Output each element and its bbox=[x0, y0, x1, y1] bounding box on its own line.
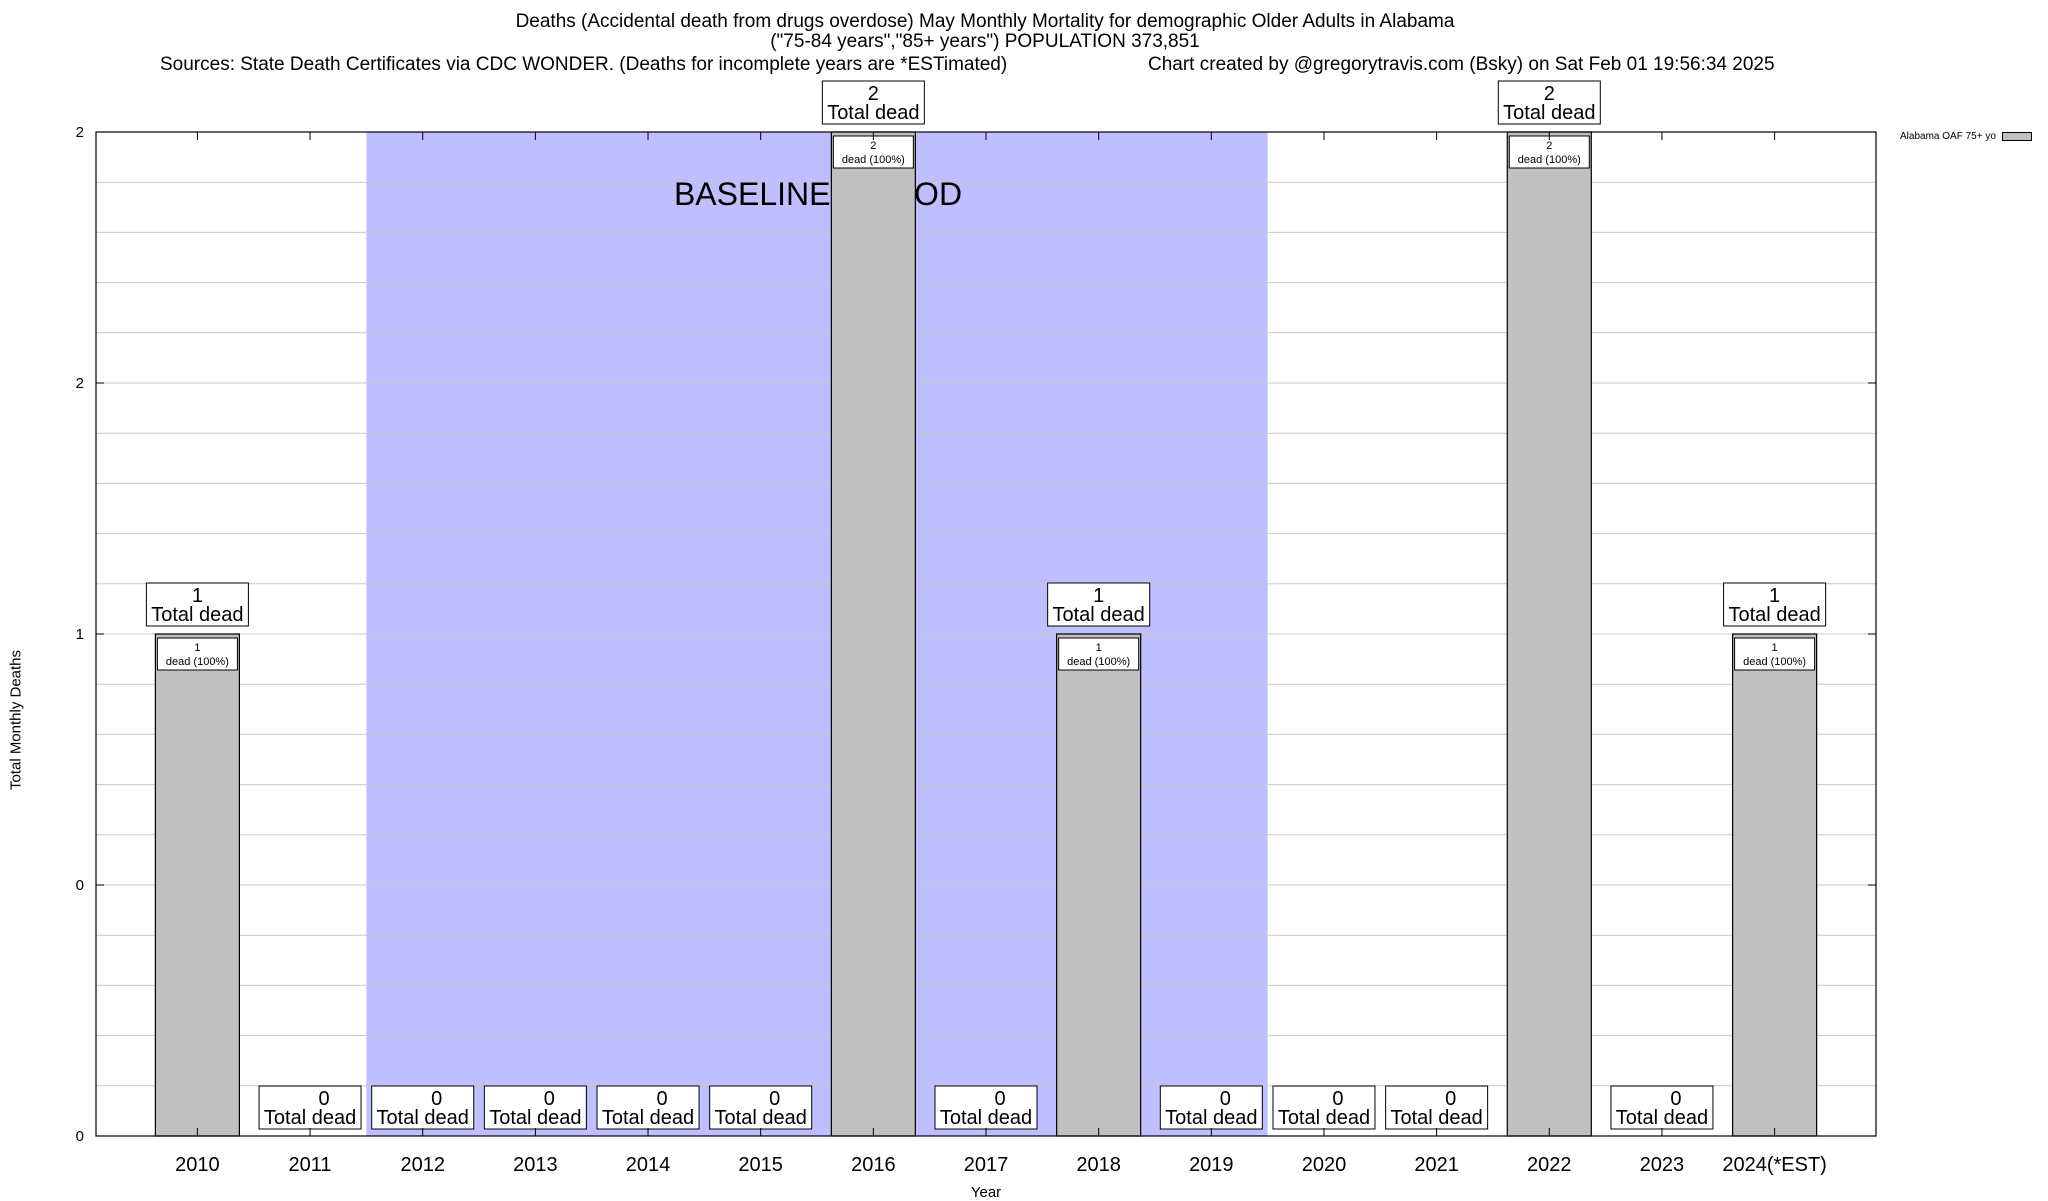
total-label-box bbox=[483, 1085, 587, 1130]
total-label-box bbox=[1610, 1085, 1714, 1130]
y-axis-label: Total Monthly Deaths bbox=[7, 649, 25, 791]
total-value: 0 bbox=[318, 1088, 329, 1110]
y-tick-label: 1 bbox=[76, 626, 84, 643]
total-label-box bbox=[1723, 582, 1827, 627]
y-tick-label: 2 bbox=[76, 124, 84, 141]
total-label-box bbox=[1497, 80, 1601, 125]
total-label: Total dead bbox=[264, 1107, 356, 1129]
total-label: Total dead bbox=[151, 604, 243, 626]
bar bbox=[1506, 131, 1592, 1137]
bar-inner-label-box bbox=[1508, 135, 1590, 169]
y-tick-label: 2 bbox=[76, 375, 84, 392]
total-value: 0 bbox=[544, 1088, 555, 1110]
x-tick-label: 2022 bbox=[1527, 1154, 1572, 1176]
total-label: Total dead bbox=[715, 1107, 807, 1129]
total-label: Total dead bbox=[1053, 604, 1145, 626]
x-tick-label: 2024(*EST) bbox=[1722, 1154, 1827, 1176]
total-value: 2 bbox=[868, 83, 879, 105]
total-label: Total dead bbox=[489, 1107, 581, 1129]
total-label-box bbox=[1272, 1085, 1376, 1130]
total-label: Total dead bbox=[1503, 102, 1595, 124]
bar-inner-value: 1 bbox=[194, 642, 200, 654]
x-tick-label: 2023 bbox=[1640, 1154, 1685, 1176]
total-label-box bbox=[1047, 582, 1151, 627]
bar bbox=[154, 633, 240, 1137]
bar-inner-value: 2 bbox=[1546, 140, 1552, 152]
bar-inner-value: 1 bbox=[1772, 642, 1778, 654]
bar-inner-label: dead (100%) bbox=[842, 154, 905, 166]
bar-inner-label: dead (100%) bbox=[1067, 656, 1130, 668]
total-value: 0 bbox=[1332, 1088, 1343, 1110]
total-value: 1 bbox=[1093, 585, 1104, 607]
total-value: 1 bbox=[192, 585, 203, 607]
bar-inner-label-box bbox=[156, 637, 238, 671]
legend: Alabama OAF 75+ yo bbox=[1900, 131, 2032, 142]
chart-title: Deaths (Accidental death from drugs over… bbox=[0, 12, 1970, 52]
total-label-box bbox=[145, 582, 249, 627]
title-line-1: Deaths (Accidental death from drugs over… bbox=[515, 11, 1455, 32]
total-label: Total dead bbox=[377, 1107, 469, 1129]
total-value: 0 bbox=[994, 1088, 1005, 1110]
total-label-box bbox=[1159, 1085, 1263, 1130]
y-tick-label: 0 bbox=[76, 877, 84, 894]
total-label-box bbox=[371, 1085, 475, 1130]
x-tick-label: 2013 bbox=[513, 1154, 558, 1176]
total-value: 0 bbox=[1445, 1088, 1456, 1110]
x-tick-label: 2019 bbox=[1189, 1154, 1234, 1176]
total-value: 2 bbox=[1544, 83, 1555, 105]
legend-swatch bbox=[2001, 132, 2032, 141]
bar-inner-label: dead (100%) bbox=[166, 656, 229, 668]
bar-inner-label-box bbox=[1058, 637, 1140, 671]
total-label: Total dead bbox=[1165, 1107, 1257, 1129]
title-line-2: ("75-84 years","85+ years") POPULATION 3… bbox=[770, 31, 1200, 52]
plot-frame bbox=[95, 131, 1877, 1137]
sources-text: Sources: State Death Certificates via CD… bbox=[160, 54, 1008, 75]
bar-inner-label: dead (100%) bbox=[1518, 154, 1581, 166]
total-value: 0 bbox=[656, 1088, 667, 1110]
x-tick-label: 2010 bbox=[175, 1154, 220, 1176]
bar bbox=[1056, 633, 1142, 1137]
baseline-label: BASELINE PERIOD bbox=[674, 176, 962, 212]
total-label-box bbox=[258, 1085, 362, 1130]
x-tick-label: 2012 bbox=[400, 1154, 445, 1176]
x-tick-label: 2011 bbox=[289, 1154, 332, 1176]
total-label-box bbox=[596, 1085, 700, 1130]
bar bbox=[1732, 633, 1818, 1137]
legend-label: Alabama OAF 75+ yo bbox=[1900, 131, 1996, 142]
y-tick-label: 0 bbox=[76, 1128, 84, 1145]
total-label: Total dead bbox=[940, 1107, 1032, 1129]
x-tick-label: 2014 bbox=[626, 1154, 671, 1176]
total-label: Total dead bbox=[1728, 604, 1820, 626]
bar-inner-value: 2 bbox=[870, 140, 876, 152]
total-value: 0 bbox=[1670, 1088, 1681, 1110]
x-tick-label: 2018 bbox=[1076, 1154, 1121, 1176]
total-label: Total dead bbox=[1278, 1107, 1370, 1129]
total-value: 0 bbox=[431, 1088, 442, 1110]
x-axis-label: Year bbox=[970, 1184, 1002, 1201]
total-label-box bbox=[1385, 1085, 1489, 1130]
total-value: 1 bbox=[1769, 585, 1780, 607]
bar-inner-label: dead (100%) bbox=[1743, 656, 1806, 668]
total-label: Total dead bbox=[602, 1107, 694, 1129]
total-label-box bbox=[934, 1085, 1038, 1130]
x-tick-label: 2017 bbox=[964, 1154, 1009, 1176]
x-tick-label: 2021 bbox=[1414, 1154, 1459, 1176]
credit-text: Chart created by @gregorytravis.com (Bsk… bbox=[1148, 54, 1775, 75]
x-tick-label: 2016 bbox=[851, 1154, 896, 1176]
total-label-box bbox=[709, 1085, 813, 1130]
total-label: Total dead bbox=[827, 102, 919, 124]
x-tick-label: 2015 bbox=[738, 1154, 783, 1176]
total-label-box bbox=[821, 80, 925, 125]
bar-inner-label-box bbox=[1734, 637, 1816, 671]
x-tick-label: 2020 bbox=[1302, 1154, 1347, 1176]
bar-inner-label-box bbox=[832, 135, 914, 169]
bar bbox=[830, 131, 916, 1137]
total-value: 0 bbox=[769, 1088, 780, 1110]
total-value: 0 bbox=[1220, 1088, 1231, 1110]
total-label: Total dead bbox=[1390, 1107, 1482, 1129]
bar-inner-value: 1 bbox=[1096, 642, 1102, 654]
total-label: Total dead bbox=[1616, 1107, 1708, 1129]
